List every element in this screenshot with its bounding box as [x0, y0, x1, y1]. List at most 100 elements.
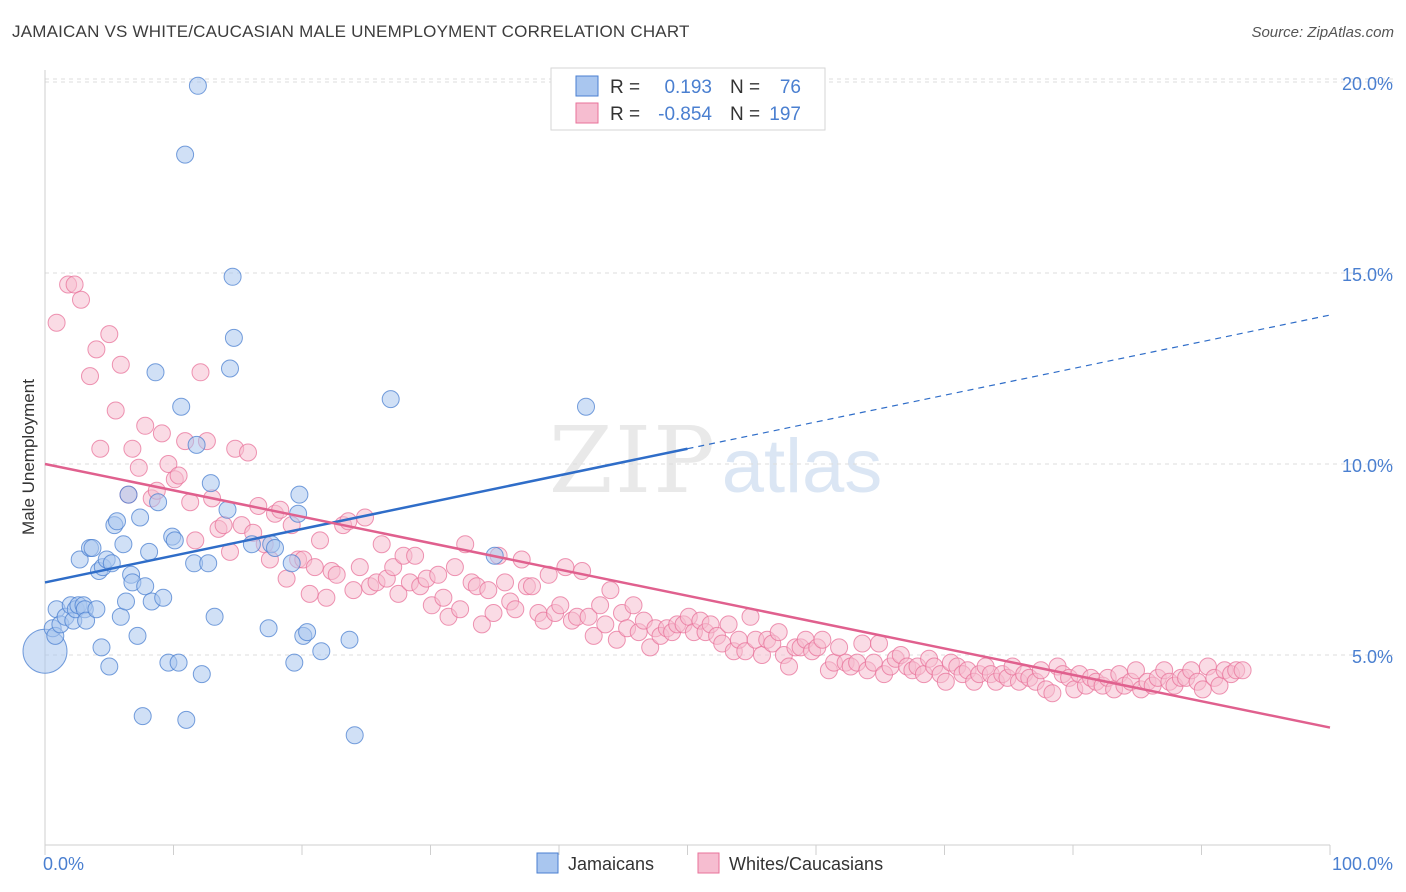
- bottom-legend-label-whites: Whites/Caucasians: [729, 854, 883, 874]
- whites-point: [830, 638, 849, 657]
- jamaicans-point: [312, 642, 331, 661]
- whites-point: [641, 638, 660, 657]
- whites-point: [100, 325, 119, 344]
- whites-point: [305, 558, 324, 577]
- jamaicans-point: [223, 267, 242, 286]
- jamaicans-point: [224, 328, 243, 347]
- whites-point: [936, 672, 955, 691]
- stats-legend: R = 0.193 N = 76 R = -0.854 N = 197: [550, 67, 826, 131]
- whites-point: [1233, 661, 1252, 680]
- whites-point: [311, 531, 329, 550]
- legend-n-label-2: N =: [730, 104, 760, 125]
- whites-point: [601, 581, 620, 600]
- jamaicans-point: [298, 623, 317, 642]
- watermark-atlas: atlas: [722, 424, 883, 509]
- whites-point: [624, 596, 643, 615]
- jamaicans-point: [108, 512, 126, 531]
- jamaicans-point: [128, 626, 147, 645]
- jamaicans-point: [201, 474, 220, 493]
- bottom-legend-swatch-whites: [697, 852, 720, 874]
- whites-point: [769, 623, 788, 642]
- whites-point: [159, 455, 178, 473]
- whites-point: [214, 516, 233, 535]
- whites-point: [472, 615, 491, 634]
- jamaicans-point: [266, 539, 284, 557]
- legend-swatch-whites: [575, 102, 599, 124]
- jamaicans-point: [117, 592, 135, 611]
- whites-point: [1043, 684, 1062, 703]
- y-axis-title: Male Unemployment: [19, 379, 38, 535]
- jamaicans-point: [577, 397, 595, 416]
- jamaicans-point: [177, 710, 196, 729]
- whites-point: [81, 367, 99, 386]
- whites-point: [129, 458, 148, 477]
- whites-point: [853, 634, 872, 653]
- whites-point: [451, 600, 470, 619]
- whites-point: [47, 313, 66, 332]
- whites-point: [591, 596, 610, 615]
- jamaicans-point: [87, 600, 106, 619]
- y-tick-label-15: 15.0%: [1342, 265, 1393, 285]
- jamaicans-point: [199, 554, 218, 573]
- jamaicans-point: [340, 630, 359, 649]
- jamaicans-point: [136, 577, 155, 596]
- whites-point: [864, 653, 883, 672]
- jamaicans-point: [77, 611, 96, 630]
- whites-point: [277, 569, 296, 588]
- y-tick-labels: 5.0% 10.0% 15.0% 20.0%: [1342, 74, 1393, 667]
- jamaicans-point: [114, 535, 133, 554]
- legend-n-value-2: 197: [769, 104, 801, 125]
- jamaicans-point: [154, 588, 173, 607]
- whites-point: [496, 573, 514, 592]
- bottom-legend-label-jamaicans: Jamaicans: [568, 854, 654, 874]
- trend-lines: [44, 314, 1331, 729]
- whites-point: [350, 558, 369, 577]
- jamaicans-point: [100, 657, 119, 676]
- series-legend: Jamaicans Whites/Caucasians: [536, 852, 883, 874]
- legend-n-value-1: 76: [780, 77, 801, 98]
- jamaicans-point: [259, 619, 278, 638]
- jamaicans-point: [131, 508, 150, 527]
- jamaicans-point: [165, 531, 184, 550]
- legend-swatch-jamaicans: [575, 75, 599, 97]
- bottom-legend-swatch-jamaicans: [536, 852, 559, 874]
- whites-point: [551, 596, 570, 615]
- legend-r-label-2: R =: [610, 104, 640, 125]
- y-tick-label-20: 20.0%: [1342, 74, 1393, 94]
- jamaicans-point: [381, 390, 400, 409]
- whites-point: [573, 562, 592, 580]
- whites-point: [484, 604, 503, 622]
- legend-r-value-2: -0.854: [658, 104, 712, 125]
- jamaicans-point: [149, 493, 168, 512]
- jamaicans-point: [205, 607, 224, 626]
- jamaicans-point: [133, 707, 152, 726]
- x-tick-label-max: 100.0%: [1332, 854, 1393, 874]
- whites-point: [300, 584, 319, 603]
- whites-point: [327, 565, 346, 584]
- trend-line-jamaicans-projection: [687, 314, 1331, 450]
- whites-point: [445, 558, 464, 577]
- jamaicans-point: [176, 145, 195, 164]
- whites-point: [384, 558, 403, 577]
- whites-point: [152, 424, 171, 443]
- jamaicans-point: [92, 638, 111, 657]
- legend-r-label-1: R =: [610, 77, 640, 98]
- whites-point: [136, 416, 155, 435]
- whites-point: [813, 630, 832, 649]
- x-ticks: [44, 845, 1331, 855]
- jamaicans-point: [111, 607, 130, 626]
- whites-point: [169, 466, 188, 485]
- chart-title: JAMAICAN VS WHITE/CAUCASIAN MALE UNEMPLO…: [12, 22, 690, 41]
- jamaicans-point: [192, 665, 211, 684]
- jamaicans-point: [146, 363, 165, 382]
- whites-point: [91, 439, 110, 458]
- whites-point: [1193, 680, 1212, 699]
- whites-point: [406, 546, 425, 565]
- jamaicans-point: [221, 359, 239, 378]
- whites-point: [111, 355, 130, 374]
- whites-point: [596, 615, 615, 634]
- jamaicans-point: [285, 653, 304, 672]
- whites-point: [1127, 661, 1145, 680]
- jamaicans-point: [187, 435, 206, 454]
